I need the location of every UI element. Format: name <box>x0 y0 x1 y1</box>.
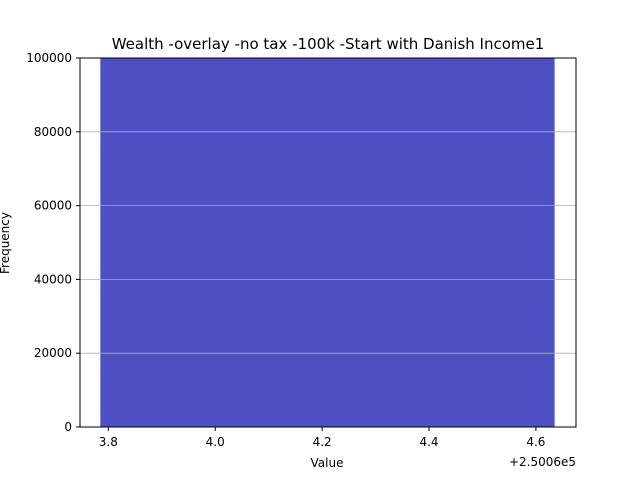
y-tick-label-4: 80000 <box>34 125 72 139</box>
y-tick-label-1: 20000 <box>34 346 72 360</box>
x-axis-label: Value <box>311 456 344 470</box>
x-tick-label-1: 4.0 <box>206 435 225 449</box>
y-tick-label-3: 60000 <box>34 199 72 213</box>
plot-frame <box>79 57 577 428</box>
x-tick-label-4: 4.6 <box>526 435 545 449</box>
x-axis-ticks: 3.8 4.0 4.2 4.4 4.6 <box>99 427 545 449</box>
y-axis-ticks: 0 20000 40000 60000 80000 100000 <box>26 51 80 434</box>
x-axis-offset-label: +2.5006e5 <box>509 455 576 469</box>
chart-title: Wealth -overlay -no tax -100k -Start wit… <box>112 35 545 53</box>
y-tick-label-5: 100000 <box>26 51 72 65</box>
grid-lines <box>80 131 576 354</box>
y-tick-label-0: 0 <box>64 420 72 434</box>
x-tick-label-2: 4.2 <box>313 435 332 449</box>
x-tick-label-3: 4.4 <box>419 435 438 449</box>
y-axis-label: Frequency <box>0 212 12 274</box>
histogram-bar-0 <box>100 58 555 427</box>
y-tick-label-2: 40000 <box>34 272 72 286</box>
bars <box>100 58 555 427</box>
x-tick-label-0: 3.8 <box>99 435 118 449</box>
